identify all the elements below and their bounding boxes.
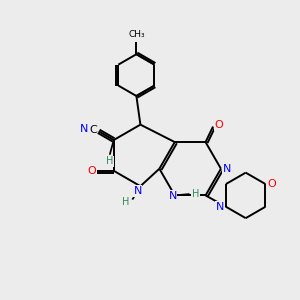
Text: H: H [122, 197, 129, 207]
Text: N: N [80, 124, 88, 134]
Text: N: N [168, 191, 177, 201]
Text: O: O [267, 179, 276, 189]
Text: H: H [106, 156, 113, 167]
Text: N: N [223, 164, 231, 174]
Text: C: C [89, 125, 97, 135]
Text: H: H [192, 189, 199, 199]
Text: N: N [216, 202, 224, 212]
Text: N: N [134, 186, 142, 196]
Text: O: O [87, 166, 96, 176]
Text: CH₃: CH₃ [128, 30, 145, 39]
Text: O: O [214, 120, 223, 130]
